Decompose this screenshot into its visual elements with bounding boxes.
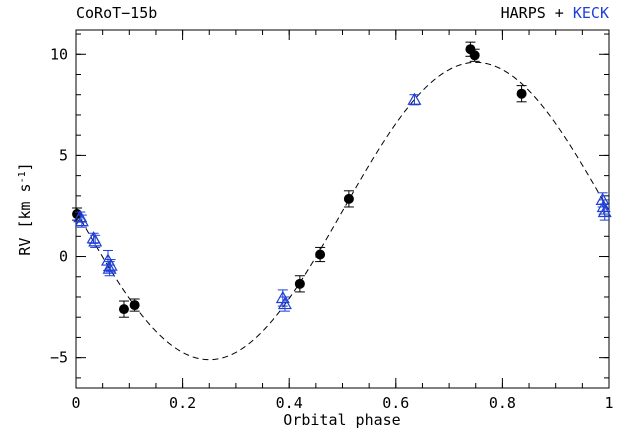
y-tick-label: 10 (50, 45, 68, 63)
keck-point (597, 203, 612, 221)
harps-point (343, 190, 354, 208)
y-tick-label: 5 (59, 146, 68, 164)
x-tick-label: 0 (71, 394, 80, 412)
y-axis-ticks: −5 0 5 10 (50, 33, 609, 379)
y-axis-label: RV [km s-1] (16, 162, 34, 255)
y-axis-label-sup: -1 (17, 171, 28, 183)
x-axis-ticks: 0 0.2 0.4 0.6 0.8 1 (71, 30, 614, 412)
x-tick-label: 0.4 (276, 394, 303, 412)
data-points (72, 41, 612, 318)
x-tick-label: 1 (604, 394, 613, 412)
title-right-harps: HARPS + (501, 4, 573, 22)
title-right-keck: KECK (573, 4, 609, 22)
harps-point (129, 298, 140, 312)
chart-title-right: HARPS + KECK (501, 4, 609, 22)
y-axis-label-end: ] (16, 162, 34, 171)
x-tick-label: 0.8 (489, 394, 516, 412)
keck-point (407, 92, 422, 106)
harps-point (315, 246, 326, 263)
keck-point (88, 234, 103, 248)
harps-point (516, 85, 527, 103)
model-curve (75, 61, 610, 361)
x-tick-label: 0.6 (382, 394, 409, 412)
keck-point (277, 296, 292, 312)
chart-title-left: CoRoT−15b (76, 4, 157, 22)
x-axis-label: Orbital phase (283, 411, 400, 429)
keck-point (74, 213, 89, 228)
keck-point (275, 289, 290, 307)
y-axis-label-main: RV [km s (16, 183, 34, 255)
harps-point (118, 300, 129, 318)
plot-frame (75, 29, 610, 389)
y-tick-label: −5 (50, 349, 68, 367)
y-tick-label: 0 (59, 248, 68, 266)
keck-point (103, 258, 118, 273)
harps-point (469, 48, 480, 62)
x-tick-label: 0.2 (169, 394, 196, 412)
harps-point (294, 275, 305, 293)
